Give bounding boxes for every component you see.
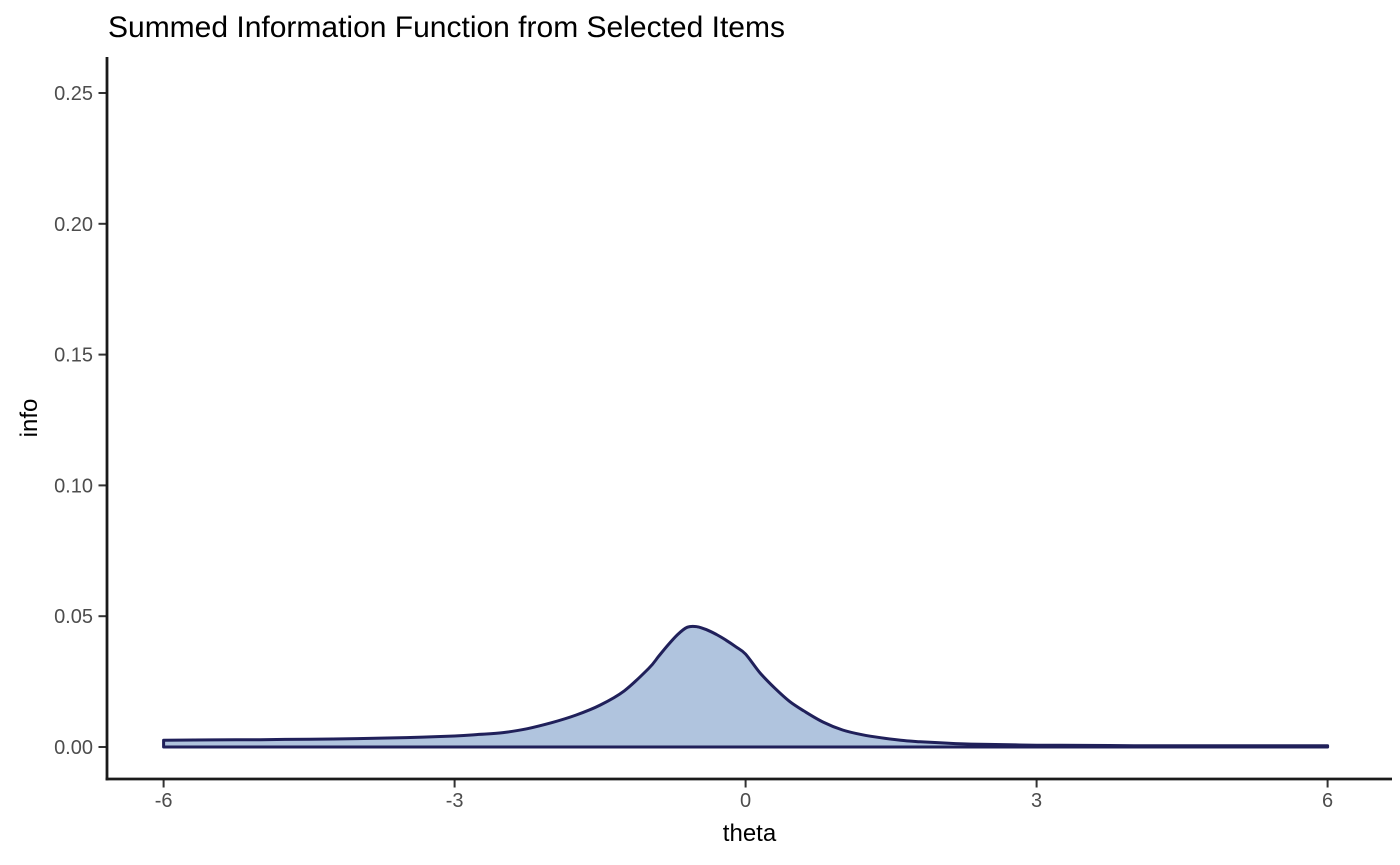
series-layer xyxy=(162,624,1330,749)
chart-title: Summed Information Function from Selecte… xyxy=(108,11,785,44)
x-axis-title: theta xyxy=(722,820,777,847)
y-tick-label: 0.15 xyxy=(54,345,93,367)
y-tick-label: 0.10 xyxy=(54,475,93,497)
y-tick-label: 0.00 xyxy=(54,737,93,759)
y-axis-title: info xyxy=(16,398,43,438)
x-tick-label: -3 xyxy=(446,790,464,812)
y-tick-label: 0.05 xyxy=(54,606,93,628)
axis-ticks-layer: -6 -3 0 3 6 0.00 0.05 0.10 0.15 0.20 0.25 xyxy=(54,83,1333,812)
x-tick-label: 3 xyxy=(1031,790,1042,812)
y-tick-label: 0.20 xyxy=(54,214,93,236)
y-tick-label: 0.25 xyxy=(54,83,93,105)
info-area-series xyxy=(162,624,1330,749)
x-tick-label: 6 xyxy=(1322,790,1333,812)
x-tick-label: -6 xyxy=(155,790,173,812)
x-tick-label: 0 xyxy=(740,790,751,812)
